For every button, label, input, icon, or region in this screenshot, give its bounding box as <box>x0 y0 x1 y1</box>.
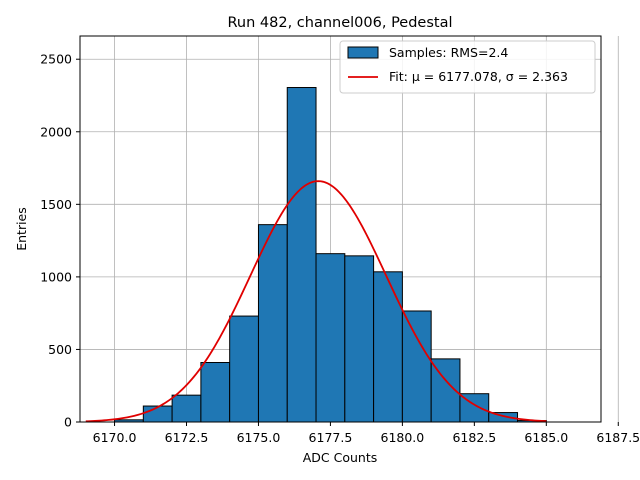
y-tick-label: 1500 <box>40 197 72 212</box>
y-tick-label: 1000 <box>40 269 72 284</box>
histogram-bar <box>257 224 288 423</box>
plot-frame <box>79 35 602 423</box>
legend: Samples: RMS=2.4 Fit: μ = 6177.078, σ = … <box>339 40 596 94</box>
x-axis-label: ADC Counts <box>303 450 378 465</box>
histogram-bar <box>200 362 231 423</box>
x-tick-label: 6172.5 <box>165 430 209 445</box>
x-tick-label: 6187.5 <box>596 430 640 445</box>
y-tick-label: 2500 <box>40 52 72 67</box>
x-tick-label: 6182.5 <box>452 430 496 445</box>
y-tick-label: 0 <box>64 415 72 430</box>
histogram-bar <box>373 271 403 423</box>
x-axis-ticks: 6170.0 6172.5 6175.0 6177.5 6180.0 6182.5 6185… <box>93 422 640 445</box>
histogram-bar <box>286 87 317 423</box>
histogram-bar <box>344 255 375 423</box>
fit-curve-layer <box>85 180 547 423</box>
histogram-bar <box>401 310 432 423</box>
legend-box <box>339 40 596 94</box>
x-tick-label: 6177.5 <box>309 430 353 445</box>
histogram-bar <box>315 253 346 423</box>
y-tick-label: 2000 <box>40 124 72 139</box>
chart-title: Run 482, channel006, Pedestal <box>227 15 452 31</box>
x-tick-label: 6175.0 <box>237 430 281 445</box>
y-tick-label: 500 <box>48 342 72 357</box>
y-axis-ticks: 0 500 1000 1500 2000 2500 <box>40 52 80 430</box>
histogram-bar <box>171 394 202 423</box>
y-axis-label: Entries <box>14 207 29 251</box>
legend-samples-swatch <box>347 46 379 59</box>
legend-fit-label: Fit: μ = 6177.078, σ = 2.363 <box>389 69 568 84</box>
gaussian-fit-curve <box>85 180 547 423</box>
x-tick-label: 6185.0 <box>524 430 568 445</box>
legend-samples-label: Samples: RMS=2.4 <box>389 45 508 60</box>
x-tick-label: 6170.0 <box>93 430 137 445</box>
histogram-bar <box>142 405 173 423</box>
histogram-bar <box>229 315 259 423</box>
x-tick-label: 6180.0 <box>381 430 425 445</box>
